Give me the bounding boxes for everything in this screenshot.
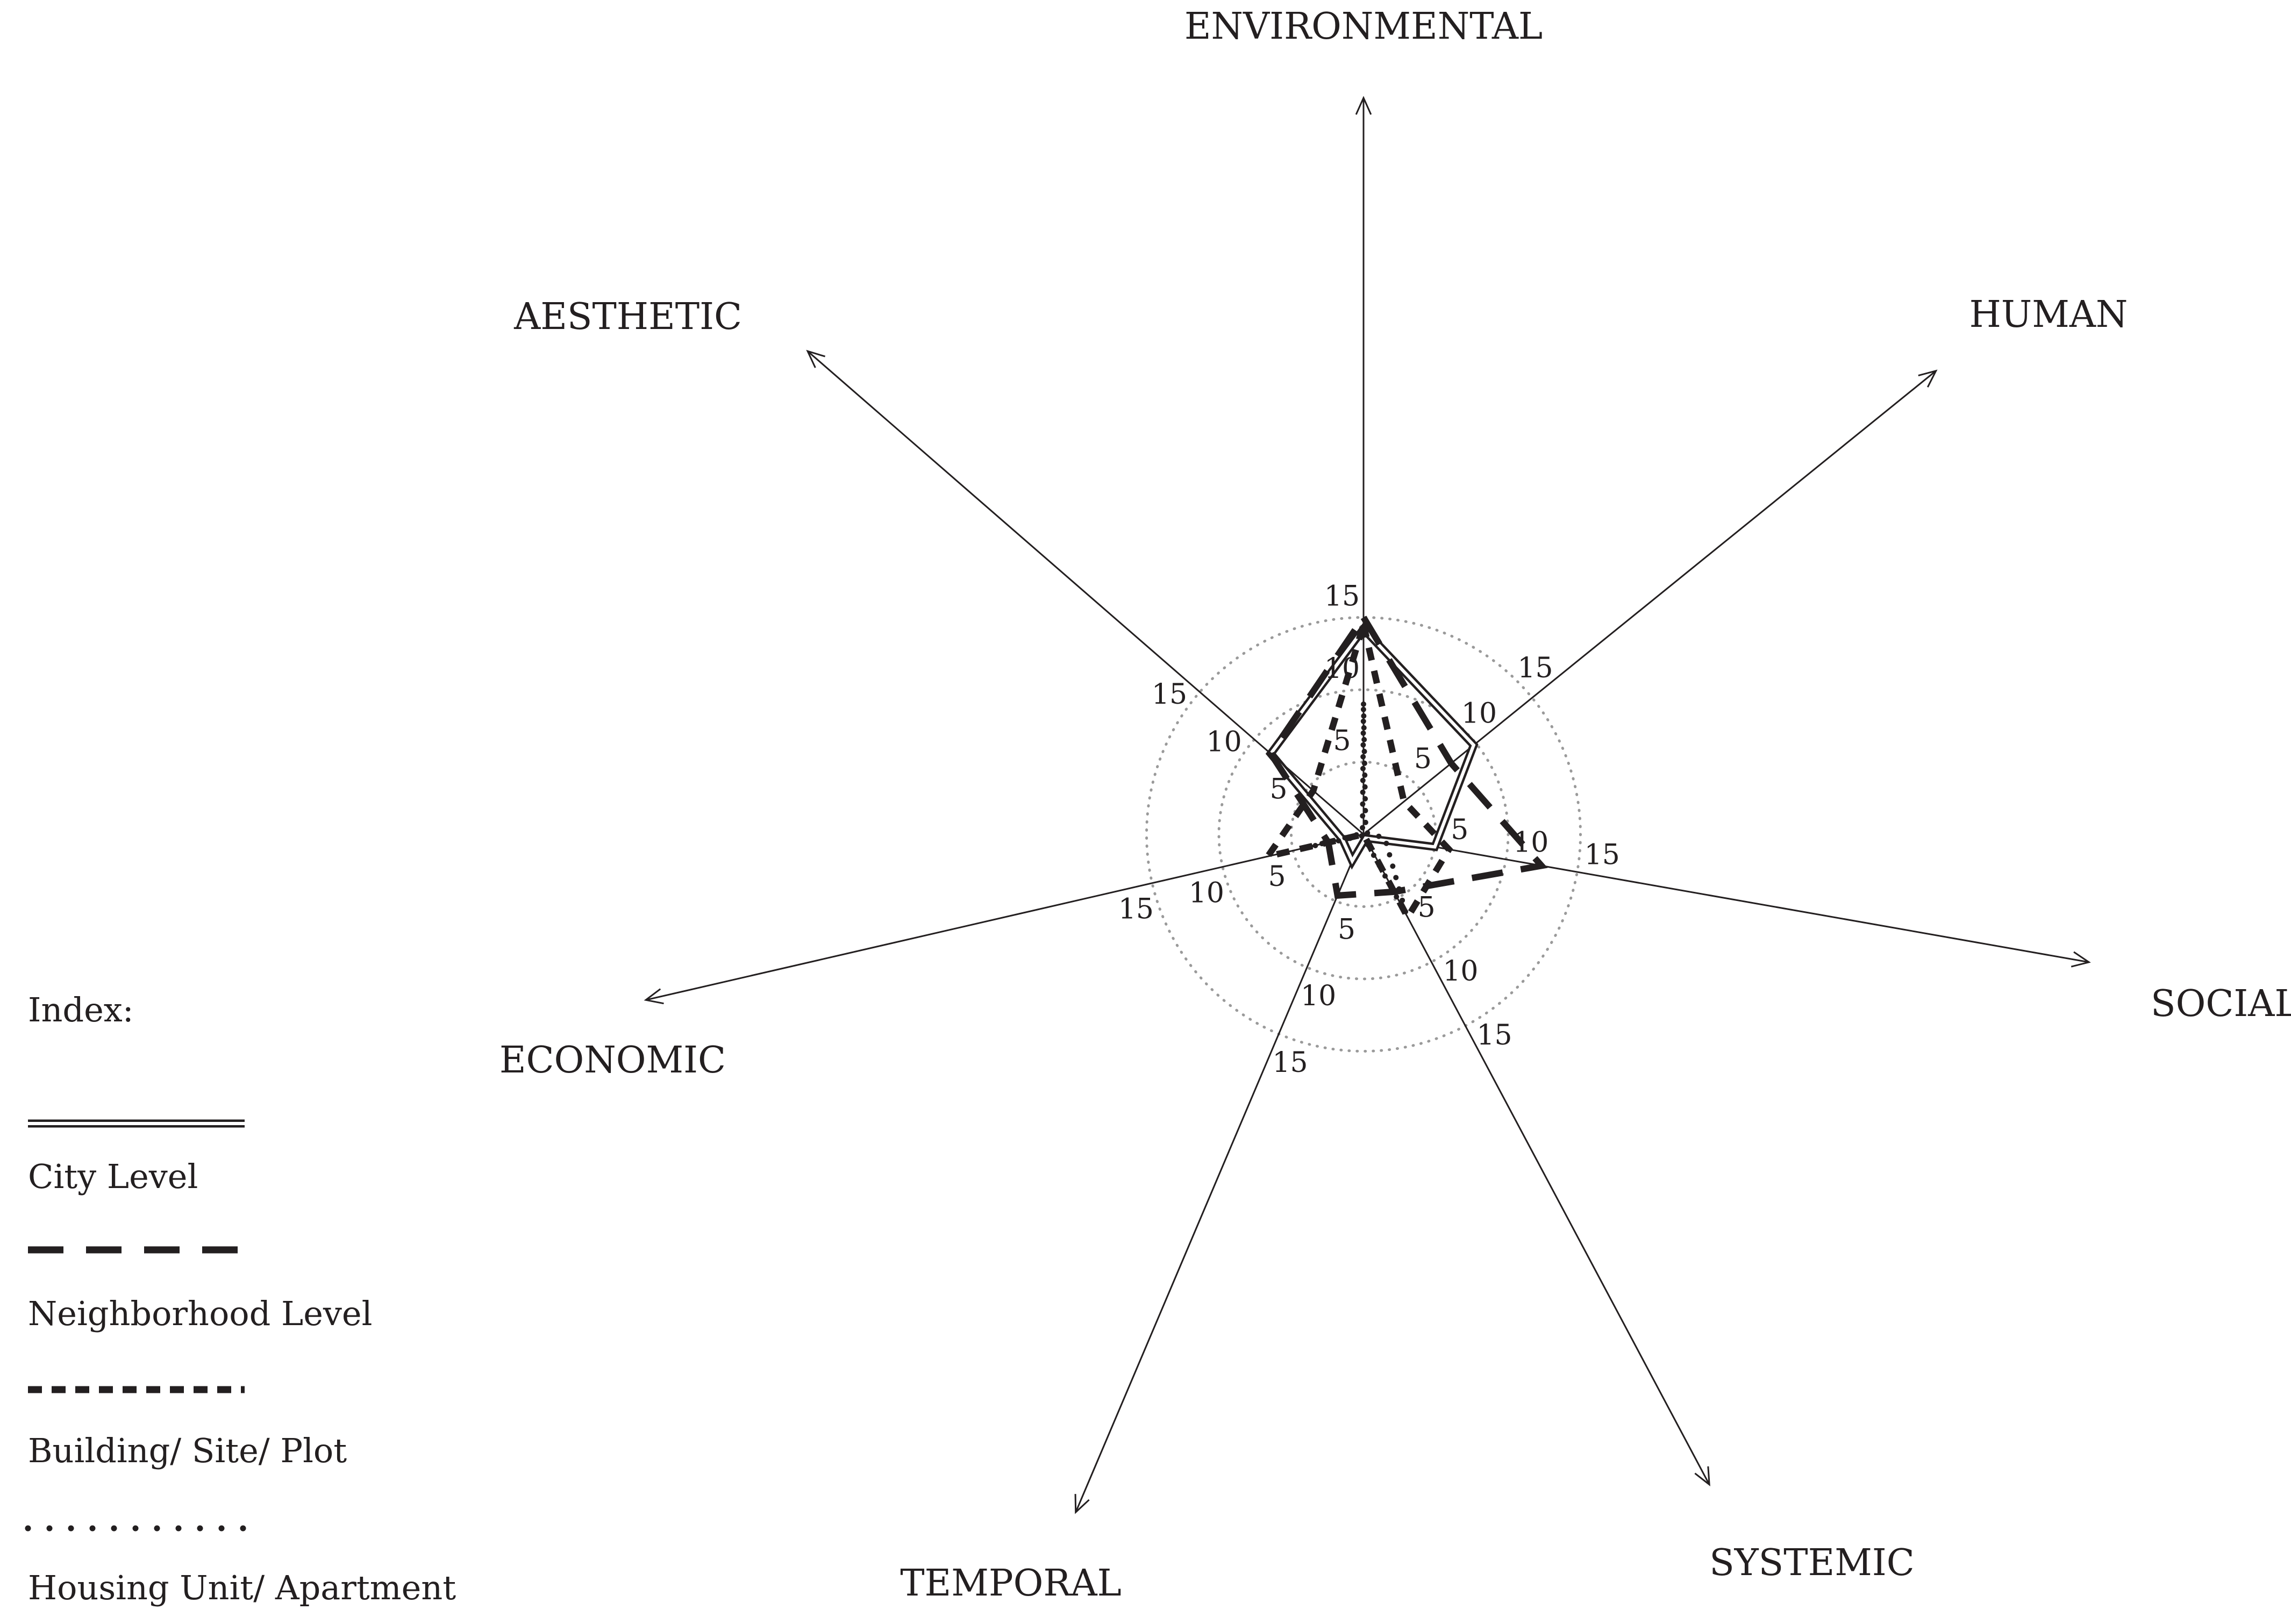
legend: Index: City Level Neighborhood Level Build…: [25, 990, 456, 1607]
axis-arrow-aesthetic: [806, 349, 826, 368]
series-line: [1267, 611, 1548, 899]
tick-label-economic-15: 15: [1118, 893, 1154, 926]
axis-label-aesthetic: AESTHETIC: [513, 296, 742, 338]
tick-label-environmental-15: 15: [1324, 581, 1360, 613]
axis-label-human: HUMAN: [1969, 294, 2128, 336]
legend-title: Index:: [28, 990, 134, 1029]
grid-ring-10: [1217, 688, 1510, 981]
axis-line-social: [1363, 833, 2089, 963]
tick-label-aesthetic-15: 15: [1152, 678, 1187, 711]
axes: [644, 96, 2091, 1514]
legend-item-3: Building/ Site/ Plot: [28, 1386, 347, 1470]
tick-label-systemic-10: 10: [1443, 955, 1478, 988]
legend-label: Building/ Site/ Plot: [28, 1431, 347, 1470]
tick-label-economic-5: 5: [1268, 861, 1286, 893]
axis-line-temporal: [1075, 834, 1365, 1513]
data-series: [1260, 611, 1548, 924]
series-line: [1306, 704, 1409, 917]
series-4: [1306, 704, 1409, 917]
tick-label-human-5: 5: [1414, 743, 1432, 775]
tick-label-systemic-5: 5: [1418, 891, 1436, 924]
tick-label-temporal-15: 15: [1272, 1047, 1308, 1079]
axis-label-systemic: SYSTEMIC: [1709, 1542, 1915, 1584]
legend-item-1: City Level: [28, 1119, 245, 1196]
legend-item-2: Neighborhood Level: [28, 1246, 372, 1333]
tick-label-temporal-10: 10: [1301, 980, 1336, 1012]
tick-label-environmental-10: 10: [1324, 653, 1360, 685]
axis-line-systemic: [1362, 834, 1710, 1485]
tick-label-systemic-15: 15: [1476, 1019, 1512, 1051]
series-2: [1267, 611, 1548, 899]
tick-label-environmental-5: 5: [1333, 725, 1351, 757]
axis-arrow-human: [1918, 369, 1938, 388]
tick-label-social-15: 15: [1585, 839, 1620, 871]
axis-arrow-social: [2071, 951, 2091, 968]
series-3: [1260, 612, 1453, 924]
axis-arrow-environmental: [1355, 96, 1372, 115]
tick-label-social-5: 5: [1451, 814, 1468, 846]
tick-label-economic-10: 10: [1189, 877, 1224, 910]
tick-label-aesthetic-5: 5: [1270, 774, 1288, 806]
axis-arrow-economic: [644, 988, 664, 1005]
axis-labels: ENVIRONMENTAL HUMAN SOCIAL SYSTEMIC TEMPORAL…: [499, 5, 2291, 1605]
tick-label-temporal-5: 5: [1338, 913, 1355, 946]
axis-arrow-temporal: [1074, 1494, 1090, 1514]
axis-line-economic: [645, 833, 1364, 1001]
axis-label-economic: ECONOMIC: [499, 1039, 726, 1082]
grid-ring-15: [1145, 616, 1582, 1053]
legend-label: City Level: [28, 1157, 198, 1196]
tick-label-social-10: 10: [1513, 826, 1548, 858]
legend-label: Housing Unit/ Apartment: [28, 1568, 456, 1607]
tick-label-aesthetic-10: 10: [1207, 726, 1242, 759]
axis-label-social: SOCIAL: [2151, 983, 2291, 1025]
series-line: [1260, 612, 1453, 924]
legend-label: Neighborhood Level: [28, 1294, 372, 1333]
axis-label-temporal: TEMPORAL: [900, 1562, 1122, 1605]
legend-item-4: Housing Unit/ Apartment: [25, 1525, 456, 1607]
axis-label-environmental: ENVIRONMENTAL: [1184, 5, 1543, 48]
tick-label-human-10: 10: [1461, 698, 1497, 730]
axis-line-human: [1363, 370, 1937, 835]
tick-label-human-15: 15: [1517, 652, 1553, 684]
axis-arrow-systemic: [1694, 1466, 1710, 1486]
